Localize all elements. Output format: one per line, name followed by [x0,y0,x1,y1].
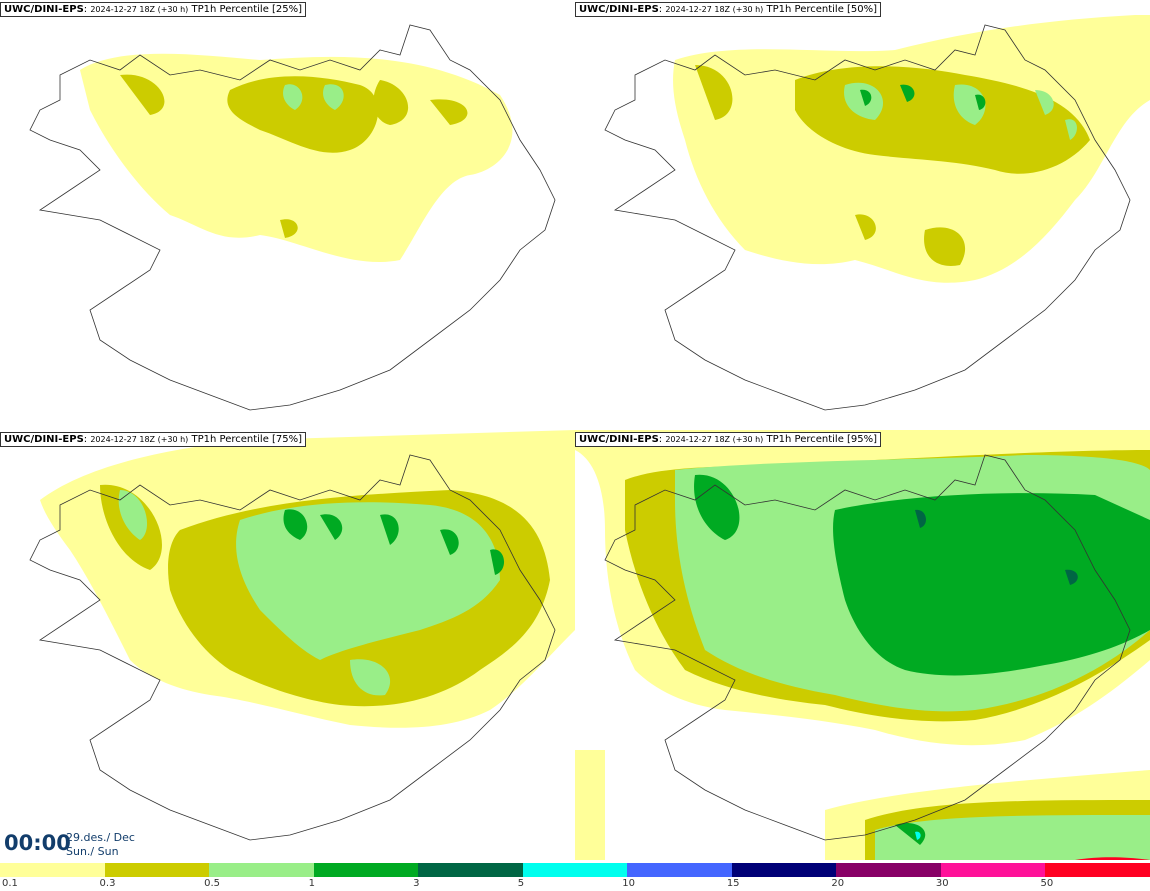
precip-olive-shade [695,65,1090,266]
legend-swatch [627,863,733,877]
precip-map-p25 [29,24,556,411]
precip-green-shade [283,84,344,110]
legend-swatch [0,863,106,877]
legend-tick-label: 15 [726,878,740,889]
legend-swatch [209,863,315,877]
legend-tick-label: 3 [413,878,420,889]
precip-map-p50 [604,15,1150,411]
precip-red-shade [1075,857,1150,860]
precip-map-p75 [29,430,575,841]
map-panel-p75: UWC/DINI-EPS: 2024-12-27 18Z (+30 h) TP1… [0,430,575,860]
map-panel-p25: UWC/DINI-EPS: 2024-12-27 18Z (+30 h) TP1… [0,0,575,430]
precip-cyan-shade [915,831,921,840]
iceland-coastline [29,24,556,411]
legend-swatch [940,863,1046,877]
panel-title: UWC/DINI-EPS: 2024-12-27 18Z (+30 h) TP1… [0,2,307,17]
legend-swatch [522,863,628,877]
model-name: UWC/DINI-EPS [579,434,659,445]
legend-tick-label: 0.1 [2,878,18,889]
precip-olive-shade [120,74,468,239]
legend-tick-label: 5 [517,878,525,889]
map-panel-p95: UWC/DINI-EPS: 2024-12-27 18Z (+30 h) TP1… [575,430,1150,860]
map-panel-p50: UWC/DINI-EPS: 2024-12-27 18Z (+30 h) TP1… [575,0,1150,430]
panel-title: UWC/DINI-EPS: 2024-12-27 18Z (+30 h) TP1… [575,2,882,17]
iceland-coastline [604,24,1131,411]
color-legend: 0.1 0.3 0.5 1 3 5 10 15 20 30 50 [0,862,1150,891]
legend-tick-label: 10 [622,878,635,889]
valid-time-date: 29.des./ Dec [66,831,135,844]
legend-swatch [104,863,210,877]
model-name: UWC/DINI-EPS [579,4,659,15]
field-name: TP1h Percentile [25%] [191,4,303,15]
panel-title: UWC/DINI-EPS: 2024-12-27 18Z (+30 h) TP1… [0,432,307,447]
run-time: 2024-12-27 18Z (+30 h) [90,5,189,14]
precip-green-shade [844,82,1077,140]
valid-time-box: 00:00 29.des./ Dec Sun./ Sun [0,826,150,862]
legend-tick-label: 30 [935,878,949,889]
model-name: UWC/DINI-EPS [4,4,84,15]
field-name: TP1h Percentile [95%] [766,434,878,445]
legend-tick-label: 1 [308,878,315,889]
legend-tick-label: 0.3 [99,878,116,889]
iceland-coastline [29,454,556,841]
field-name: TP1h Percentile [75%] [191,434,303,445]
precip-darkgreen-shade [694,474,1150,845]
legend-swatch [731,863,837,877]
legend-swatch [1045,863,1150,877]
field-name: TP1h Percentile [50%] [766,4,878,15]
legend-tick-label: 50 [1040,878,1054,889]
run-time: 2024-12-27 18Z (+30 h) [665,435,764,444]
legend-tick-label: 0.5 [204,878,220,889]
legend-swatch [836,863,942,877]
panel-title: UWC/DINI-EPS: 2024-12-27 18Z (+30 h) TP1… [575,432,882,447]
legend-tick-label: 20 [831,878,845,889]
legend-swatch [418,863,524,877]
iceland-coastline [604,454,1131,841]
run-time: 2024-12-27 18Z (+30 h) [90,435,189,444]
precip-green-shade [118,490,501,696]
valid-time-weekday: Sun./ Sun [66,845,119,858]
legend-swatch [313,863,419,877]
precip-darkgreen-shade [283,509,505,575]
model-name: UWC/DINI-EPS [4,434,84,445]
precip-map-p95 [575,430,1150,860]
valid-time-clock: 00:00 [4,831,71,855]
run-time: 2024-12-27 18Z (+30 h) [665,5,764,14]
